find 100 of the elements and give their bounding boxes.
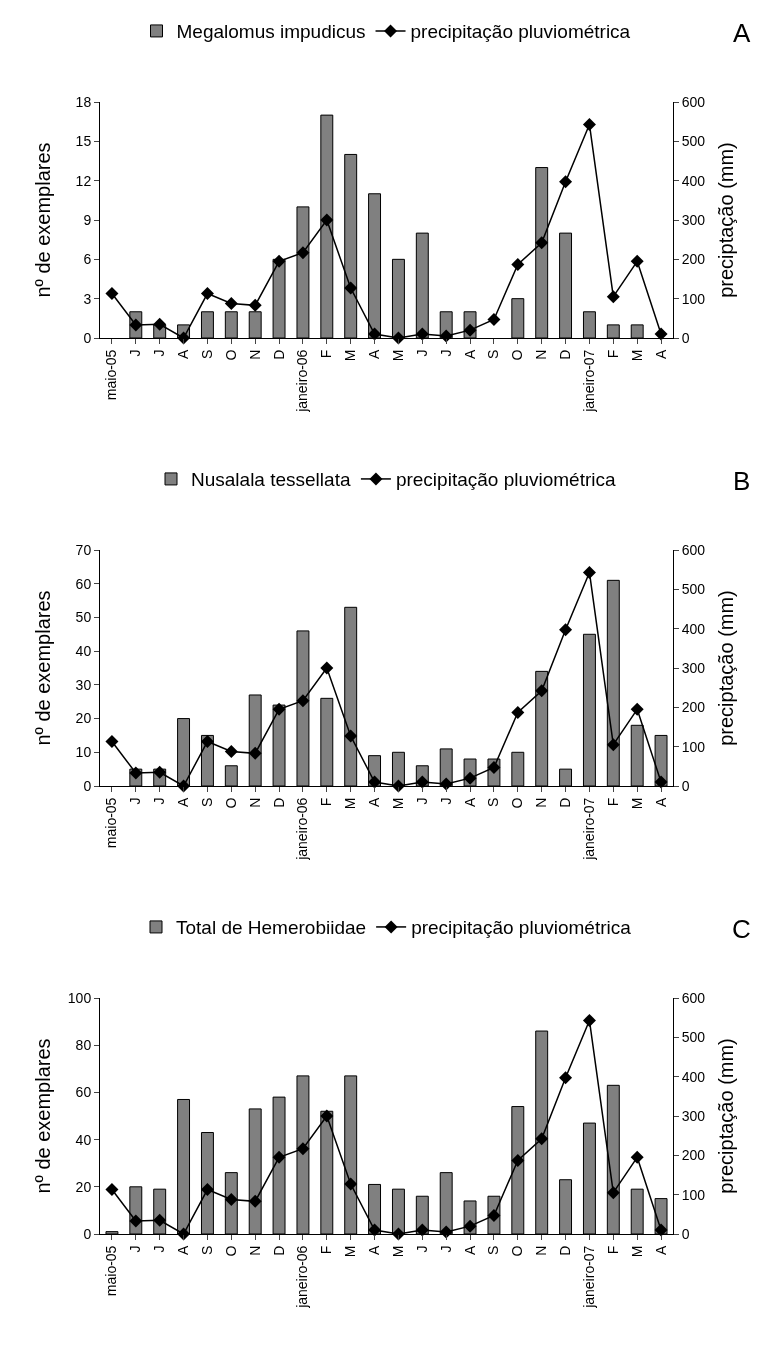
y-tick-label: 0	[83, 329, 92, 346]
x-tick-label: A	[175, 348, 192, 359]
x-tick-label: O	[509, 349, 526, 361]
y2-tick-label: 500	[681, 133, 706, 150]
x-tick-label: S	[485, 349, 502, 359]
x-tick-label: janeiro-07	[580, 797, 597, 861]
x-tick-label: F	[604, 349, 621, 359]
y-axis-title: nº de exemplares	[32, 142, 54, 298]
x-tick-label: M	[628, 349, 645, 362]
point	[296, 246, 310, 260]
y2-tick-label: 500	[681, 581, 706, 598]
point	[559, 1071, 573, 1085]
x-tick-label: M	[389, 797, 406, 810]
y-tick-label: 15	[75, 133, 92, 150]
x-tick-label: J	[437, 797, 454, 805]
x-tick-label: O	[509, 797, 526, 809]
point	[511, 705, 525, 719]
y-tick-label: 3	[83, 290, 92, 307]
x-tick-label: D	[557, 1245, 574, 1256]
x-tick-label: M	[389, 1245, 406, 1258]
x-tick-label: D	[557, 797, 574, 808]
x-tick-label: janeiro-07	[580, 349, 597, 413]
point	[320, 213, 334, 227]
x-tick-label: J	[151, 797, 168, 805]
point	[153, 317, 167, 331]
x-tick-label: D	[557, 349, 574, 360]
x-tick-label: M	[342, 349, 359, 362]
x-tick-label: S	[198, 349, 215, 359]
x-tick-label: janeiro-06	[294, 797, 311, 861]
y2-tick-label: 0	[681, 1225, 690, 1242]
x-tick-label: F	[318, 797, 335, 807]
y-tick-label: 20	[75, 710, 92, 727]
legend-label: precipitação pluviométrica	[395, 469, 616, 491]
x-tick-label: A	[461, 796, 478, 807]
x-tick-label: J	[127, 349, 144, 357]
x-tick-label: A	[175, 796, 192, 807]
point	[272, 254, 286, 268]
legend-label: precipitação pluviométrica	[411, 917, 632, 939]
x-tick-label: A	[175, 1244, 192, 1255]
point	[344, 729, 358, 743]
y-tick-label: 60	[75, 575, 92, 592]
x-tick-label: S	[198, 797, 215, 807]
point	[368, 775, 382, 789]
x-tick-label: M	[628, 797, 645, 810]
point	[463, 771, 477, 785]
point	[606, 290, 620, 304]
y2-tick-label: 0	[681, 777, 690, 794]
x-tick-label: A	[366, 1244, 383, 1255]
y2-tick-label: 600	[681, 989, 706, 1006]
point	[463, 1219, 477, 1233]
x-tick-label: M	[389, 349, 406, 362]
x-tick-label: A	[461, 348, 478, 359]
y2-tick-label: 400	[681, 620, 706, 637]
x-tick-label: N	[246, 349, 263, 360]
x-tick-label: A	[652, 348, 669, 359]
point	[487, 313, 501, 327]
x-tick-label: N	[533, 797, 550, 808]
x-tick-label: A	[652, 796, 669, 807]
y-tick-label: 18	[75, 93, 92, 110]
y-tick-label: 10	[75, 744, 92, 761]
y-tick-label: 0	[83, 1225, 92, 1242]
x-tick-label: M	[342, 1245, 359, 1258]
x-tick-label: A	[652, 1244, 669, 1255]
point	[535, 684, 549, 698]
y-axis-title: nº de exemplares	[32, 590, 54, 746]
y-tick-label: 40	[75, 1131, 92, 1148]
x-tick-label: D	[270, 349, 287, 360]
point	[296, 1142, 310, 1156]
x-tick-label: J	[437, 349, 454, 357]
x-tick-label: J	[127, 797, 144, 805]
legend-label: Megalomus impudicus	[176, 21, 366, 43]
y2-tick-label: 600	[681, 541, 706, 558]
y2-tick-label: 200	[681, 699, 706, 716]
y-tick-label: 9	[83, 211, 92, 228]
point	[224, 296, 238, 310]
point	[630, 254, 644, 268]
y2-tick-label: 300	[681, 1107, 706, 1124]
point	[129, 1214, 143, 1228]
y2-tick-label: 200	[681, 1147, 706, 1164]
point	[105, 287, 119, 301]
point	[272, 1150, 286, 1164]
point	[320, 1109, 334, 1123]
y-tick-label: 70	[75, 541, 92, 558]
x-tick-label: M	[628, 1245, 645, 1258]
x-tick-label: J	[437, 1245, 454, 1253]
point	[582, 565, 596, 579]
point	[320, 661, 334, 675]
x-tick-label: J	[413, 797, 430, 805]
point	[415, 775, 429, 789]
x-tick-label: F	[318, 1245, 335, 1255]
point	[630, 702, 644, 716]
point	[129, 318, 143, 332]
x-tick-label: O	[222, 349, 239, 361]
point	[630, 1150, 644, 1164]
text: B	[733, 466, 751, 496]
point	[248, 746, 262, 760]
x-tick-label: N	[533, 349, 550, 360]
point	[511, 257, 525, 271]
y-tick-label: 30	[75, 676, 92, 693]
x-tick-label: N	[533, 1245, 550, 1256]
